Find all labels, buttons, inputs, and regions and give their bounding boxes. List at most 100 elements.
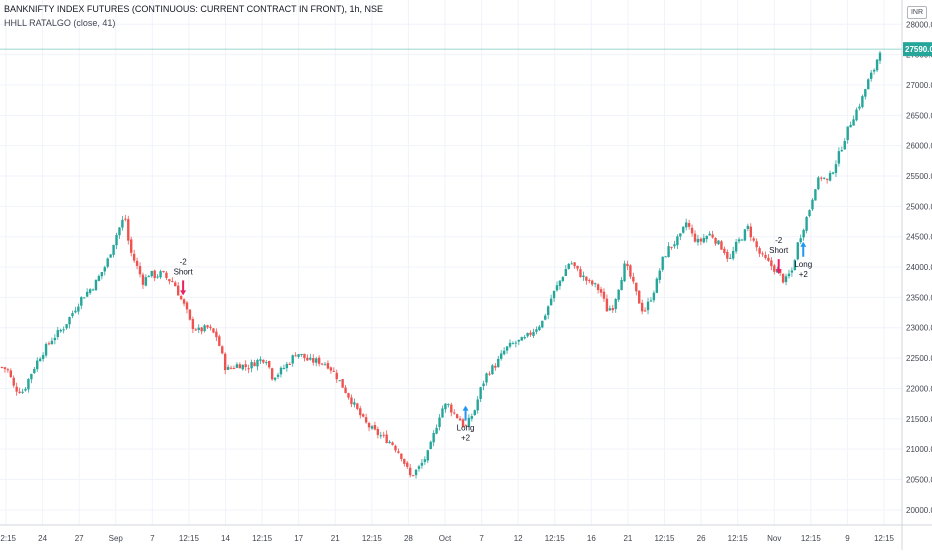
- candle-body: [749, 226, 752, 238]
- time-tick-label: 12:15: [362, 534, 383, 543]
- candle-body: [62, 329, 65, 331]
- candle-body: [585, 276, 588, 281]
- time-tick-label: 12:15: [874, 534, 895, 543]
- candle-body: [567, 263, 570, 269]
- candle-body: [306, 357, 309, 361]
- candle-body: [91, 289, 95, 291]
- candle-body: [479, 387, 482, 399]
- price-tick-label: 24000.00: [906, 263, 932, 272]
- price-tick-label: 23500.00: [906, 293, 932, 302]
- signal-label: Short: [769, 246, 789, 255]
- candle-body: [731, 250, 735, 259]
- candle-body: [491, 365, 494, 375]
- candle-body: [614, 299, 617, 310]
- indicator-label[interactable]: HHLL RATALGO (close, 41): [4, 18, 116, 28]
- time-tick-label: 12:15: [801, 534, 822, 543]
- candle-body: [837, 151, 841, 164]
- candle-body: [273, 377, 277, 380]
- candle-body: [558, 280, 562, 286]
- time-tick-label: 14: [221, 534, 230, 543]
- candle-body: [831, 172, 835, 174]
- candle-body: [679, 233, 682, 237]
- candle-body: [232, 368, 236, 370]
- time-tick-label: 12:15: [0, 534, 17, 543]
- short-arrow-head-icon: [180, 290, 187, 296]
- candle-body: [303, 353, 306, 359]
- candle-body: [268, 361, 271, 368]
- candle-body: [185, 302, 189, 310]
- candle-body: [626, 263, 629, 267]
- candle-body: [611, 308, 614, 311]
- candle-body: [3, 367, 7, 370]
- candle-body: [235, 364, 239, 368]
- candle-body: [244, 364, 247, 368]
- candle-body: [118, 227, 121, 236]
- candle-body: [59, 329, 62, 332]
- candle-body: [729, 257, 732, 259]
- candle-body: [394, 445, 397, 451]
- time-tick-label: 12:15: [179, 534, 200, 543]
- candle-body: [555, 285, 559, 291]
- currency-badge[interactable]: INR: [907, 6, 927, 19]
- candle-body: [432, 432, 435, 443]
- candle-body: [226, 366, 230, 370]
- candle-body: [435, 427, 438, 434]
- candle-body: [661, 256, 664, 270]
- candle-body: [808, 210, 811, 217]
- candle-body: [285, 363, 289, 369]
- candle-body: [312, 358, 315, 363]
- candle-body: [820, 177, 823, 179]
- time-tick-label: 28: [404, 534, 413, 543]
- candle-body: [511, 343, 515, 345]
- candle-body: [259, 359, 262, 361]
- candle-body: [793, 260, 797, 271]
- candle-body: [262, 359, 265, 363]
- candle-body: [94, 279, 98, 291]
- candle-body: [132, 253, 136, 261]
- long-arrow-head-icon: [462, 405, 469, 411]
- candle-body: [265, 362, 268, 364]
- candle-body: [12, 377, 15, 386]
- signal-label: +2: [461, 434, 471, 443]
- candle-body: [726, 251, 729, 259]
- candle-body: [36, 360, 39, 370]
- candle-body: [523, 336, 526, 339]
- candle-body: [200, 327, 203, 332]
- candle-body: [708, 233, 711, 236]
- candle-body: [541, 320, 544, 328]
- candle-body: [74, 310, 77, 313]
- candle-body: [165, 272, 168, 278]
- candle-body: [737, 239, 741, 242]
- candle-body: [746, 225, 750, 229]
- candle-body: [781, 273, 785, 283]
- candle-body: [470, 416, 474, 419]
- candle-body: [297, 354, 300, 357]
- candle-body: [420, 462, 424, 466]
- candle-body: [867, 79, 870, 90]
- candle-body: [549, 298, 553, 306]
- time-tick-label: 7: [479, 534, 484, 543]
- candle-body: [699, 238, 703, 242]
- price-tick-label: 20500.00: [906, 475, 932, 484]
- candle-body: [197, 327, 200, 331]
- candle-body: [376, 429, 380, 435]
- candle-body: [520, 337, 523, 341]
- candle-body: [849, 124, 852, 128]
- candle-body: [206, 325, 209, 328]
- candle-body: [179, 296, 183, 300]
- candle-body: [135, 260, 139, 266]
- candle-body: [406, 462, 409, 467]
- candle-body: [320, 363, 324, 365]
- time-tick-label: 12:15: [252, 534, 273, 543]
- candle-body: [429, 441, 432, 450]
- candle-body: [326, 363, 330, 369]
- candle-body: [138, 266, 142, 275]
- candle-body: [241, 364, 244, 370]
- candle-body: [635, 282, 638, 292]
- candle-body: [106, 258, 109, 267]
- price-tick-label: 20000.00: [906, 506, 932, 515]
- candle-body: [356, 403, 359, 409]
